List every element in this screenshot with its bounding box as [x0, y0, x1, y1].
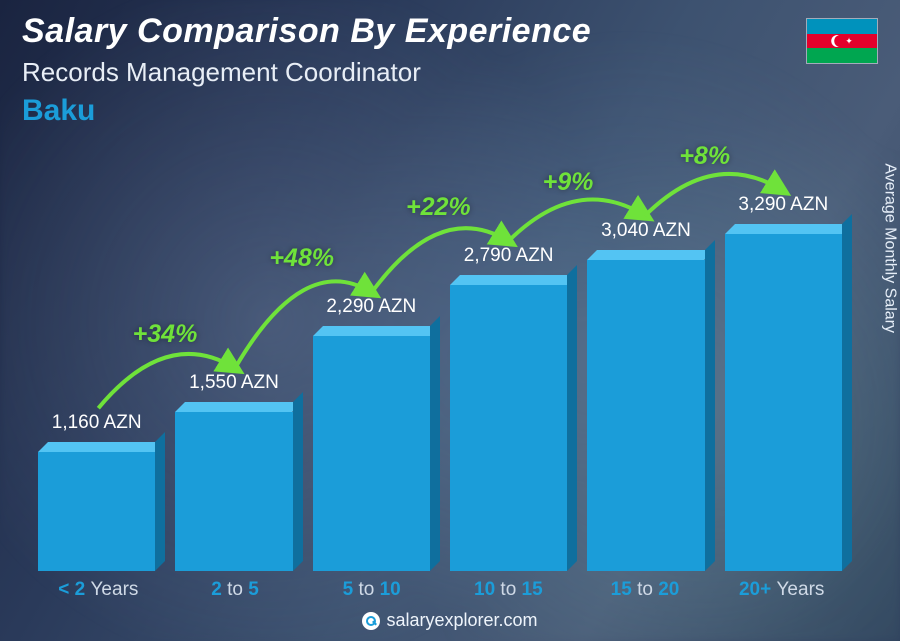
- star-icon: ✦: [845, 37, 853, 46]
- pct-arc: [235, 281, 372, 368]
- x-axis-label: 15 to 20: [577, 579, 714, 601]
- infographic-stage: Salary Comparison By Experience Records …: [0, 0, 900, 641]
- page-title: Salary Comparison By Experience: [22, 12, 878, 51]
- pct-arc: [645, 174, 782, 216]
- x-axis-label: 5 to 10: [303, 579, 440, 601]
- x-axis-label: < 2 Years: [30, 579, 167, 601]
- x-axis-labels: < 2 Years2 to 55 to 1010 to 1515 to 2020…: [30, 579, 850, 601]
- footer: salaryexplorer.com: [0, 610, 900, 631]
- x-axis-label: 20+ Years: [713, 579, 850, 601]
- flag-band-bot: [807, 48, 877, 63]
- header: Salary Comparison By Experience Records …: [22, 12, 878, 128]
- pct-change-label: +9%: [543, 168, 594, 197]
- salary-bar-chart: 1,160 AZN1,550 AZN2,290 AZN2,790 AZN3,04…: [30, 160, 850, 571]
- pct-change-label: +48%: [269, 244, 334, 273]
- flag-band-top: [807, 19, 877, 34]
- crescent-icon: [831, 35, 843, 47]
- pct-change-label: +8%: [679, 142, 730, 171]
- pct-arc: [508, 199, 645, 241]
- x-axis-label: 2 to 5: [167, 579, 304, 601]
- job-title: Records Management Coordinator: [22, 57, 878, 88]
- city-name: Baku: [22, 94, 878, 128]
- magnifier-icon: [362, 612, 380, 630]
- x-axis-label: 10 to 15: [440, 579, 577, 601]
- y-axis-label: Average Monthly Salary: [881, 164, 899, 334]
- pct-change-label: +34%: [133, 320, 198, 349]
- footer-text: salaryexplorer.com: [386, 610, 537, 631]
- azerbaijan-flag-icon: ✦: [806, 18, 878, 64]
- flag-emblem: ✦: [831, 35, 853, 47]
- pct-change-label: +22%: [406, 193, 471, 222]
- pct-arc: [98, 354, 235, 408]
- pct-arc: [372, 228, 509, 292]
